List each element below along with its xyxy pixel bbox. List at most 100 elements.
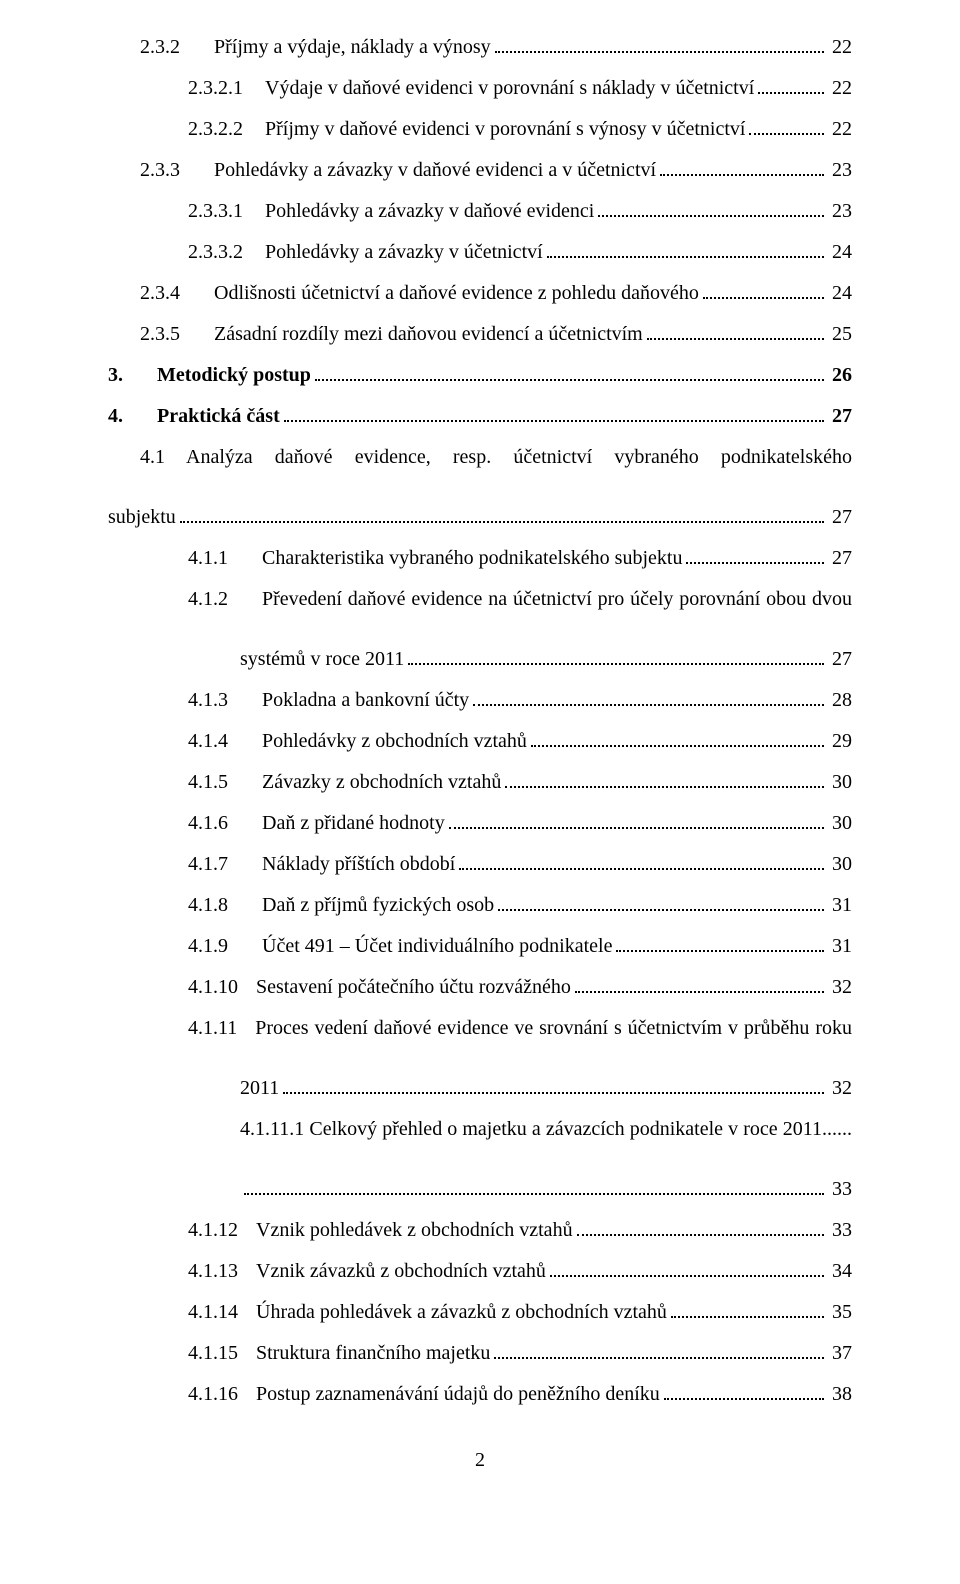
toc-entry-line: 4.1.2Převedení daňové evidence na účetni… [108,584,852,644]
toc-label: 4.1.12Vznik pohledávek z obchodních vzta… [188,1215,573,1245]
leader-dots [703,279,824,299]
toc-label: 4.1.1Charakteristika vybraného podnikate… [188,543,682,573]
leader-dots [577,1216,824,1236]
toc-entry: 2.3.2Příjmy a výdaje, náklady a výnosy 22 [108,32,852,62]
toc-entry: 4.1.14Úhrada pohledávek a závazků z obch… [108,1297,852,1327]
toc-label: 4.1.15Struktura finančního majetku [188,1338,490,1368]
toc-label: 2.3.2Příjmy a výdaje, náklady a výnosy [140,32,491,62]
leader-dots [686,544,824,564]
toc-label: 3.Metodický postup [108,360,311,390]
leader-dots [449,809,824,829]
toc-page-number: 24 [828,237,852,267]
leader-dots [498,891,824,911]
toc-page-number: 22 [828,73,852,103]
toc-page-number: 33 [828,1215,852,1245]
toc-page-number: 32 [828,972,852,1002]
toc-label: 4.1.5Závazky z obchodních vztahů [188,767,501,797]
leader-dots [616,932,824,952]
toc-label: 2.3.2.2Příjmy v daňové evidenci v porovn… [188,114,745,144]
toc-page-number: 27 [828,502,852,532]
toc-entry: 4.1.8Daň z příjmů fyzických osob 31 [108,890,852,920]
toc-label: 2.3.4Odlišnosti účetnictví a daňové evid… [140,278,699,308]
toc-page-number: 26 [828,360,852,390]
toc-label: systémů v roce 2011 [240,644,404,674]
toc-label: 4.1.14Úhrada pohledávek a závazků z obch… [188,1297,667,1327]
toc-entry: 3.Metodický postup 26 [108,360,852,390]
leader-dots [531,727,824,747]
toc-entry: systémů v roce 2011 27 [108,644,852,674]
toc-entry: 4.1.1Charakteristika vybraného podnikate… [108,543,852,573]
toc-label: 4.Praktická část [108,401,280,431]
toc-label: 4.1.16Postup zaznamenávání údajů do peně… [188,1379,660,1409]
toc-entry: 2.3.3.1Pohledávky a závazky v daňové evi… [108,196,852,226]
toc-label: subjektu [108,502,176,532]
leader-dots [473,686,824,706]
toc-label: 2.3.5Zásadní rozdíly mezi daňovou eviden… [140,319,643,349]
toc-entry: 4.1.16Postup zaznamenávání údajů do peně… [108,1379,852,1409]
toc-label: 4.1.6Daň z přidané hodnoty [188,808,445,838]
toc-page-number: 30 [828,849,852,879]
leader-dots [647,320,824,340]
toc-label: 4.1.13Vznik závazků z obchodních vztahů [188,1256,546,1286]
toc-label: 4.1.8Daň z příjmů fyzických osob [188,890,494,920]
toc-entry-line: 4.1.11Proces vedení daňové evidence ve s… [108,1013,852,1073]
toc-page-number: 27 [828,644,852,674]
toc-entry-continuation: 33 [108,1174,852,1204]
toc-label: 4.1.7Náklady příštích období [188,849,455,879]
toc-entry: 2.3.2.1Výdaje v daňové evidenci v porovn… [108,73,852,103]
toc-page-number: 30 [828,808,852,838]
toc-page-number: 28 [828,685,852,715]
document-page: 2.3.2Příjmy a výdaje, náklady a výnosy22… [0,0,960,1584]
toc-page-number: 27 [828,401,852,431]
toc-page-number: 23 [828,196,852,226]
toc-entry: 4.1.13Vznik závazků z obchodních vztahů3… [108,1256,852,1286]
toc-label: 4.1.4Pohledávky z obchodních vztahů [188,726,527,756]
leader-dots [459,850,824,870]
toc-entry: 2.3.2.2Příjmy v daňové evidenci v porovn… [108,114,852,144]
leader-dots [598,197,824,217]
toc-entry: 4.1.10Sestavení počátečního účtu rozvážn… [108,972,852,1002]
toc-page-number: 30 [828,767,852,797]
toc-label: 2.3.2.1Výdaje v daňové evidenci v porovn… [188,73,754,103]
toc-page-number: 25 [828,319,852,349]
toc-entry-line: 4.1.11.1 Celkový přehled o majetku a záv… [108,1114,852,1174]
toc-page-number: 22 [828,32,852,62]
toc-page-number: 27 [828,543,852,573]
toc-label: 2011 [240,1073,279,1103]
toc-page-number: 37 [828,1338,852,1368]
toc-label: 2.3.3.1Pohledávky a závazky v daňové evi… [188,196,594,226]
toc-page-number: 24 [828,278,852,308]
toc-page-number: 32 [828,1073,852,1103]
table-of-contents: 2.3.2Příjmy a výdaje, náklady a výnosy 22… [108,32,852,1409]
toc-entry-line: 4.1 Analýza daňové evidence, resp. účetn… [108,442,852,502]
toc-entry: 4.1.6Daň z přidané hodnoty 30 [108,808,852,838]
toc-entry: 4.1.9Účet 491 – Účet individuálního podn… [108,931,852,961]
toc-entry: 4.1.3Pokladna a bankovní účty 28 [108,685,852,715]
toc-page-number: 31 [828,931,852,961]
leader-dots [550,1257,824,1277]
leader-dots [494,1339,824,1359]
leader-dots [660,156,824,176]
toc-label: 4.1.10Sestavení počátečního účtu rozvážn… [188,972,571,1002]
leader-dots [284,402,824,422]
page-number-footer: 2 [108,1445,852,1475]
toc-page-number: 31 [828,890,852,920]
toc-label: 4.1.3Pokladna a bankovní účty [188,685,469,715]
toc-page-number: 38 [828,1379,852,1409]
leader-dots [495,33,824,53]
toc-label: 4.1.9Účet 491 – Účet individuálního podn… [188,931,612,961]
toc-label: 2.3.3Pohledávky a závazky v daňové evide… [140,155,656,185]
leader-dots [758,74,824,94]
toc-entry: 2.3.4Odlišnosti účetnictví a daňové evid… [108,278,852,308]
leader-dots [505,768,824,788]
leader-dots [664,1380,824,1400]
toc-entry: 4.1.4Pohledávky z obchodních vztahů29 [108,726,852,756]
toc-entry: 4.1.7Náklady příštích období 30 [108,849,852,879]
toc-entry: subjektu 27 [108,502,852,532]
leader-dots [575,973,824,993]
toc-page-number: 33 [828,1174,852,1204]
leader-dots [749,115,824,135]
toc-page-number: 35 [828,1297,852,1327]
toc-entry: 2.3.3.2Pohledávky a závazky v účetnictví… [108,237,852,267]
toc-page-number: 23 [828,155,852,185]
